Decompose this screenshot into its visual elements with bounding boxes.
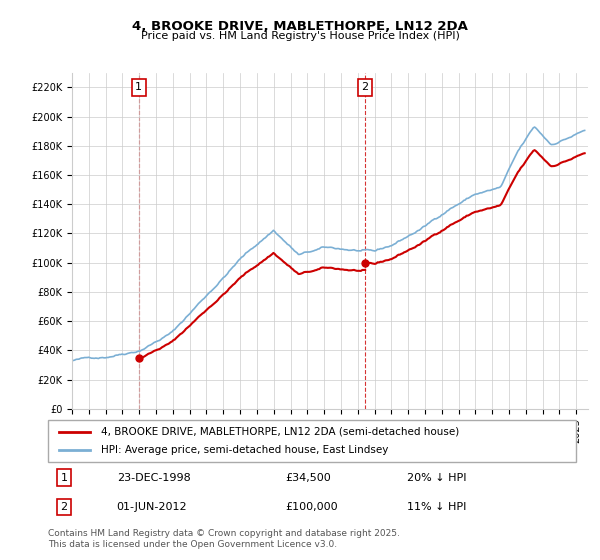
Text: £100,000: £100,000 xyxy=(286,502,338,512)
Text: 2: 2 xyxy=(60,502,67,512)
Text: £34,500: £34,500 xyxy=(286,473,331,483)
Text: Price paid vs. HM Land Registry's House Price Index (HPI): Price paid vs. HM Land Registry's House … xyxy=(140,31,460,41)
Text: 4, BROOKE DRIVE, MABLETHORPE, LN12 2DA (semi-detached house): 4, BROOKE DRIVE, MABLETHORPE, LN12 2DA (… xyxy=(101,427,459,437)
Text: Contains HM Land Registry data © Crown copyright and database right 2025.
This d: Contains HM Land Registry data © Crown c… xyxy=(48,529,400,549)
Text: 2: 2 xyxy=(361,82,368,92)
Text: 1: 1 xyxy=(135,82,142,92)
Text: 20% ↓ HPI: 20% ↓ HPI xyxy=(407,473,467,483)
FancyBboxPatch shape xyxy=(48,420,576,462)
Text: 23-DEC-1998: 23-DEC-1998 xyxy=(116,473,190,483)
Text: 11% ↓ HPI: 11% ↓ HPI xyxy=(407,502,466,512)
Text: 1: 1 xyxy=(61,473,67,483)
Text: 4, BROOKE DRIVE, MABLETHORPE, LN12 2DA: 4, BROOKE DRIVE, MABLETHORPE, LN12 2DA xyxy=(132,20,468,32)
Text: 01-JUN-2012: 01-JUN-2012 xyxy=(116,502,187,512)
Text: HPI: Average price, semi-detached house, East Lindsey: HPI: Average price, semi-detached house,… xyxy=(101,445,388,455)
